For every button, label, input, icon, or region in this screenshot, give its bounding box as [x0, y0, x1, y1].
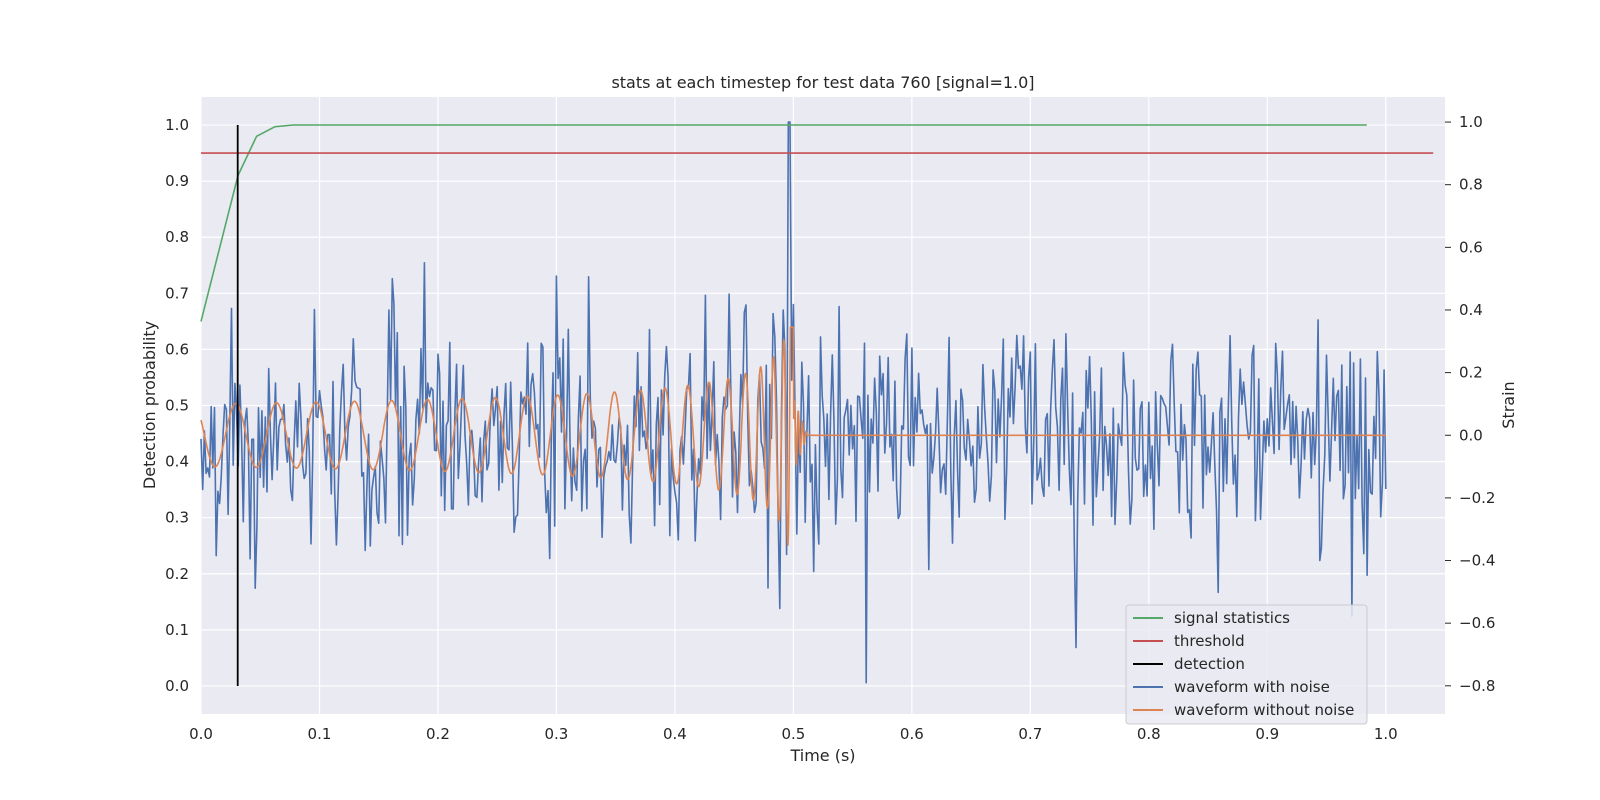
y-tick-label: 0.8	[165, 228, 189, 246]
x-tick-label: 0.0	[189, 725, 213, 743]
series-line-waveform-without-noise	[200, 326, 1387, 547]
y2-tick-label: 0.0	[1459, 426, 1483, 444]
legend-label-waveform-with-noise: waveform with noise	[1174, 678, 1330, 696]
chart-title: stats at each timestep for test data 760…	[611, 73, 1034, 92]
y2-tick-label: −0.6	[1459, 614, 1495, 632]
y2-tick-label: 0.6	[1459, 238, 1483, 256]
legend-label-waveform-without-noise: waveform without noise	[1174, 701, 1354, 719]
x-tick-label: 0.4	[663, 725, 687, 743]
y-tick-label: 0.4	[165, 453, 189, 471]
series-line-waveform-with-noise	[200, 121, 1387, 684]
legend-label-detection: detection	[1174, 655, 1245, 673]
x-tick-label: 0.5	[781, 725, 805, 743]
y-axis-label: Detection probability	[140, 321, 159, 489]
y-tick-label: 0.2	[165, 565, 189, 583]
y2-tick-label: −0.8	[1459, 677, 1495, 695]
y2-tick-label: 1.0	[1459, 113, 1483, 131]
legend-label-threshold: threshold	[1174, 632, 1245, 650]
series-line-signal-statistics	[200, 124, 1367, 322]
y2-tick-label: 0.4	[1459, 301, 1483, 319]
y-tick-label: 0.5	[165, 397, 189, 415]
y-axis-right: −0.8 −0.6 −0.4 −0.2 0.0 0.2 0.4 0.6 0.8 1.0	[1445, 113, 1495, 695]
x-tick-label: 0.9	[1255, 725, 1279, 743]
legend: signal statistics threshold detection wa…	[1125, 604, 1368, 725]
y-tick-label: 0.1	[165, 621, 189, 639]
y2-tick-label: −0.2	[1459, 489, 1495, 507]
y2-tick-label: 0.8	[1459, 176, 1483, 194]
y-tick-label: 0.6	[165, 340, 189, 358]
y2-tick-label: −0.4	[1459, 552, 1495, 570]
x-tick-label: 0.2	[426, 725, 450, 743]
x-tick-label: 1.0	[1374, 725, 1398, 743]
legend-box	[1125, 604, 1368, 725]
y2-tick-label: 0.2	[1459, 364, 1483, 382]
x-tick-label: 0.8	[1137, 725, 1161, 743]
x-axis-label: Time (s)	[789, 746, 855, 765]
x-tick-label: 0.3	[544, 725, 568, 743]
x-axis: 0.0 0.1 0.2 0.3 0.4 0.5 0.6 0.7 0.8 0.9 1.0	[189, 725, 1398, 743]
y-axis-left: 0.0 0.1 0.2 0.3 0.4 0.5 0.6 0.7 0.8 0.9 1.0	[165, 116, 189, 695]
x-tick-label: 0.7	[1018, 725, 1042, 743]
x-tick-label: 0.6	[900, 725, 924, 743]
y-tick-label: 0.9	[165, 172, 189, 190]
legend-label-signal-statistics: signal statistics	[1174, 609, 1290, 627]
y-tick-label: 0.7	[165, 284, 189, 302]
y-tick-label: 0.3	[165, 509, 189, 527]
x-tick-label: 0.1	[308, 725, 332, 743]
y-tick-label: 1.0	[165, 116, 189, 134]
y-tick-label: 0.0	[165, 677, 189, 695]
y2-axis-label: Strain	[1499, 381, 1518, 428]
plot-area	[200, 121, 1434, 686]
